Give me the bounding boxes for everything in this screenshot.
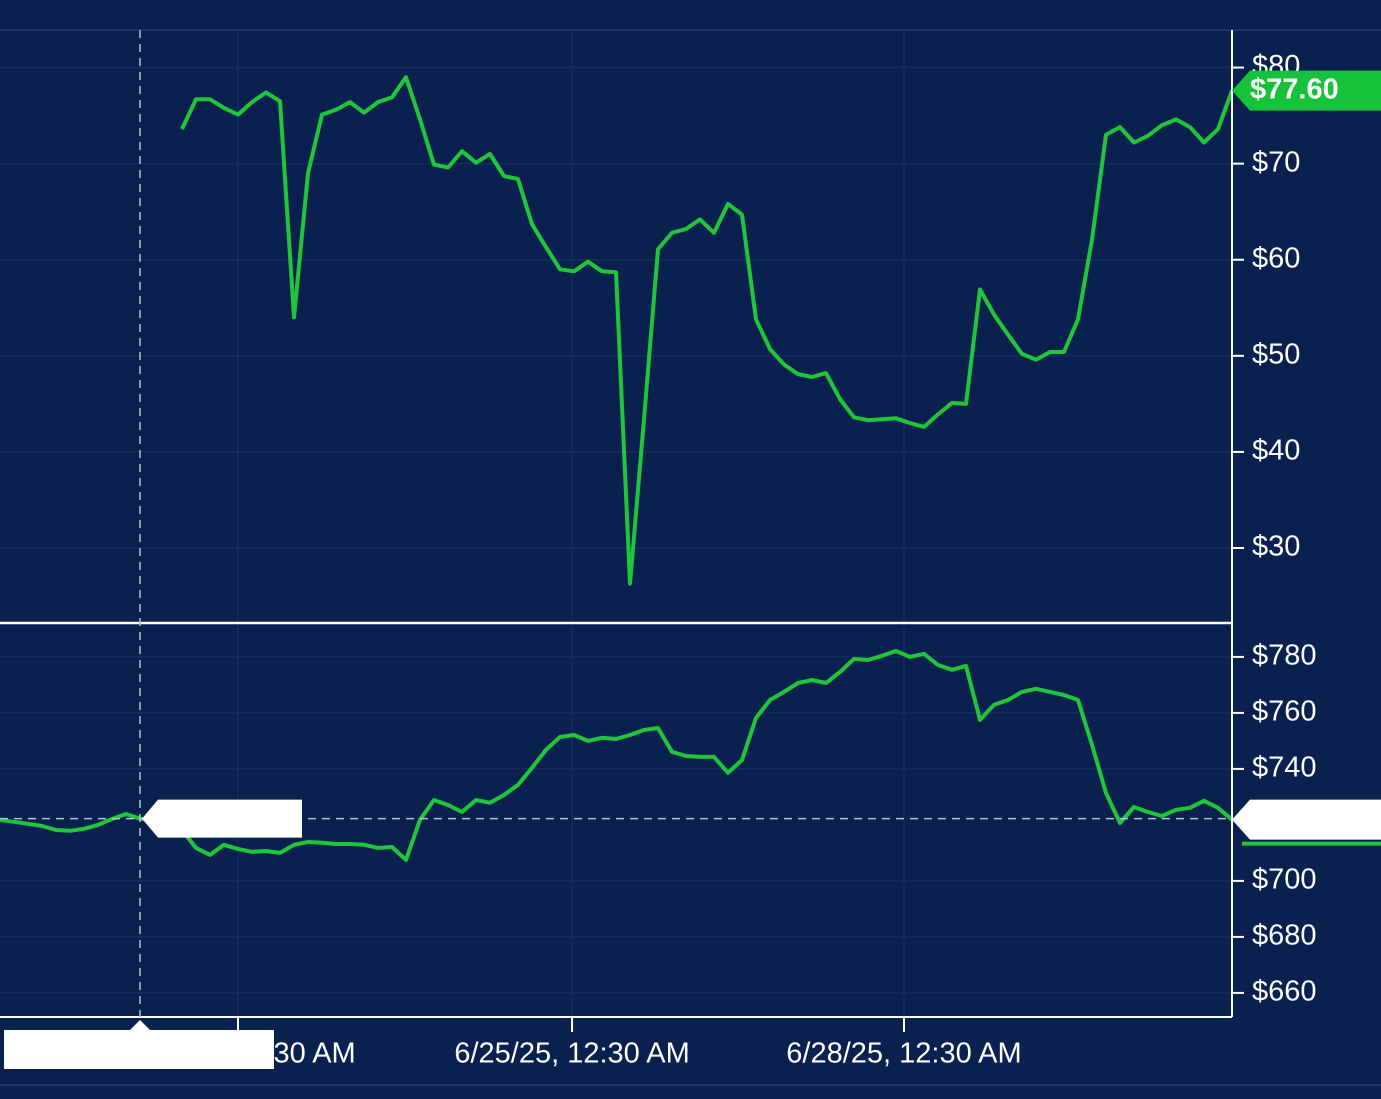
y-tick-label: $30 [1252, 531, 1300, 563]
y-tick-label: $780 [1252, 640, 1317, 672]
price-line [0, 649, 1234, 862]
grid [0, 32, 1232, 1017]
last-price-label: $77.60 [1250, 73, 1339, 105]
y-tick-label: $50 [1252, 338, 1300, 370]
y-tick-label: $760 [1252, 696, 1317, 728]
lines [0, 75, 1234, 862]
crosshair-value-label: $722.23 [158, 801, 263, 833]
y-tick-label: $700 [1252, 864, 1317, 896]
last-price-label: $721.87 [1250, 802, 1355, 834]
y-tick-label: $680 [1252, 920, 1317, 952]
x-tick-label: 6/25/25, 12:30 AM [454, 1038, 689, 1070]
last-price-tag [1232, 70, 1381, 111]
y-tick-label: $740 [1252, 752, 1317, 784]
y-tick-label: $660 [1252, 976, 1317, 1008]
crosshair-time-tag [4, 1020, 274, 1069]
y-tick-label: $40 [1252, 435, 1300, 467]
overlay: $30$40$50$60$70$80$77.60$660$680$700$740… [0, 30, 1381, 1070]
y-tick-label: $70 [1252, 146, 1300, 178]
last-price-tag [1232, 799, 1381, 840]
crosshair-time-label: 6/18/25, 1:30 AM [29, 1033, 248, 1065]
x-tick-label: 6/28/25, 12:30 AM [786, 1038, 1021, 1070]
y-tick-label: $60 [1252, 242, 1300, 274]
price-line [180, 75, 1234, 586]
crosshair-value-tag [142, 799, 302, 838]
